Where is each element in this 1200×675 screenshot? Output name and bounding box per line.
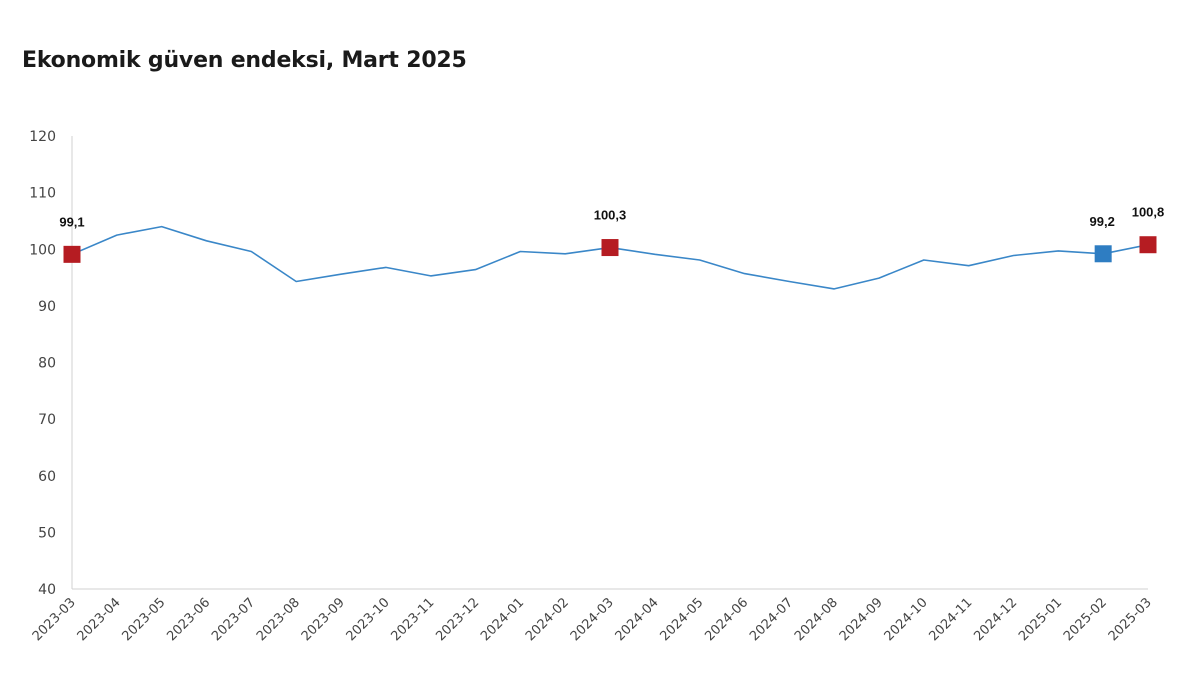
x-tick-label: 2024-07 — [747, 595, 796, 644]
data-point-marker — [1094, 245, 1112, 263]
x-tick-label: 2025-03 — [1106, 595, 1155, 644]
series-group — [71, 225, 1149, 290]
x-tick-label: 2023-11 — [388, 595, 437, 644]
markers-group — [63, 236, 1157, 263]
x-axis-ticks: 2023-032023-042023-052023-062023-072023-… — [30, 595, 1155, 644]
y-axis-ticks: 40 50 60 70 80 90 100 110 120 — [29, 129, 56, 598]
x-tick-label: 2024-02 — [523, 595, 572, 644]
y-tick-label: 60 — [38, 469, 56, 485]
x-tick-label: 2024-05 — [657, 595, 706, 644]
x-tick-label: 2024-11 — [926, 595, 975, 644]
y-tick-label: 100 — [29, 242, 56, 258]
y-tick-label: 90 — [38, 299, 56, 315]
data-label: 99,2 — [1090, 214, 1115, 229]
y-tick-label: 50 — [38, 525, 56, 541]
y-tick-label: 80 — [38, 356, 56, 372]
x-tick-label: 2025-01 — [1016, 595, 1065, 644]
x-tick-label: 2024-01 — [478, 595, 527, 644]
chart-title: Ekonomik güven endeksi, Mart 2025 — [22, 48, 467, 73]
x-tick-label: 2023-04 — [75, 595, 124, 644]
data-label: 99,1 — [59, 214, 84, 229]
x-tick-label: 2023-12 — [433, 595, 482, 644]
y-tick-label: 40 — [38, 582, 56, 598]
series-line — [71, 225, 1149, 290]
chart-axes — [71, 136, 1148, 590]
data-labels-group: 99,1 100,3 99,2 100,8 — [59, 205, 1164, 230]
x-tick-label: 2024-04 — [613, 595, 662, 644]
y-tick-label: 70 — [38, 412, 56, 428]
x-tick-label: 2023-10 — [344, 595, 393, 644]
x-tick-label: 2023-09 — [299, 595, 348, 644]
x-tick-label: 2023-08 — [254, 595, 303, 644]
x-tick-label: 2024-03 — [568, 595, 617, 644]
x-tick-label: 2023-05 — [119, 595, 168, 644]
x-tick-label: 2023-06 — [164, 595, 213, 644]
y-tick-label: 120 — [29, 129, 56, 145]
y-tick-label: 110 — [29, 186, 56, 202]
x-tick-label: 2024-09 — [837, 595, 886, 644]
data-label: 100,8 — [1132, 205, 1165, 220]
x-tick-label: 2024-10 — [882, 595, 931, 644]
x-tick-label: 2023-03 — [30, 595, 79, 644]
data-point-marker — [63, 245, 81, 263]
x-tick-label: 2024-08 — [792, 595, 841, 644]
data-point-marker — [601, 239, 619, 257]
x-tick-label: 2025-02 — [1061, 595, 1110, 644]
data-point-marker — [1139, 236, 1157, 254]
x-tick-label: 2023-07 — [209, 595, 258, 644]
x-tick-label: 2024-06 — [702, 595, 751, 644]
x-tick-label: 2024-12 — [971, 595, 1020, 644]
data-label: 100,3 — [594, 208, 627, 223]
